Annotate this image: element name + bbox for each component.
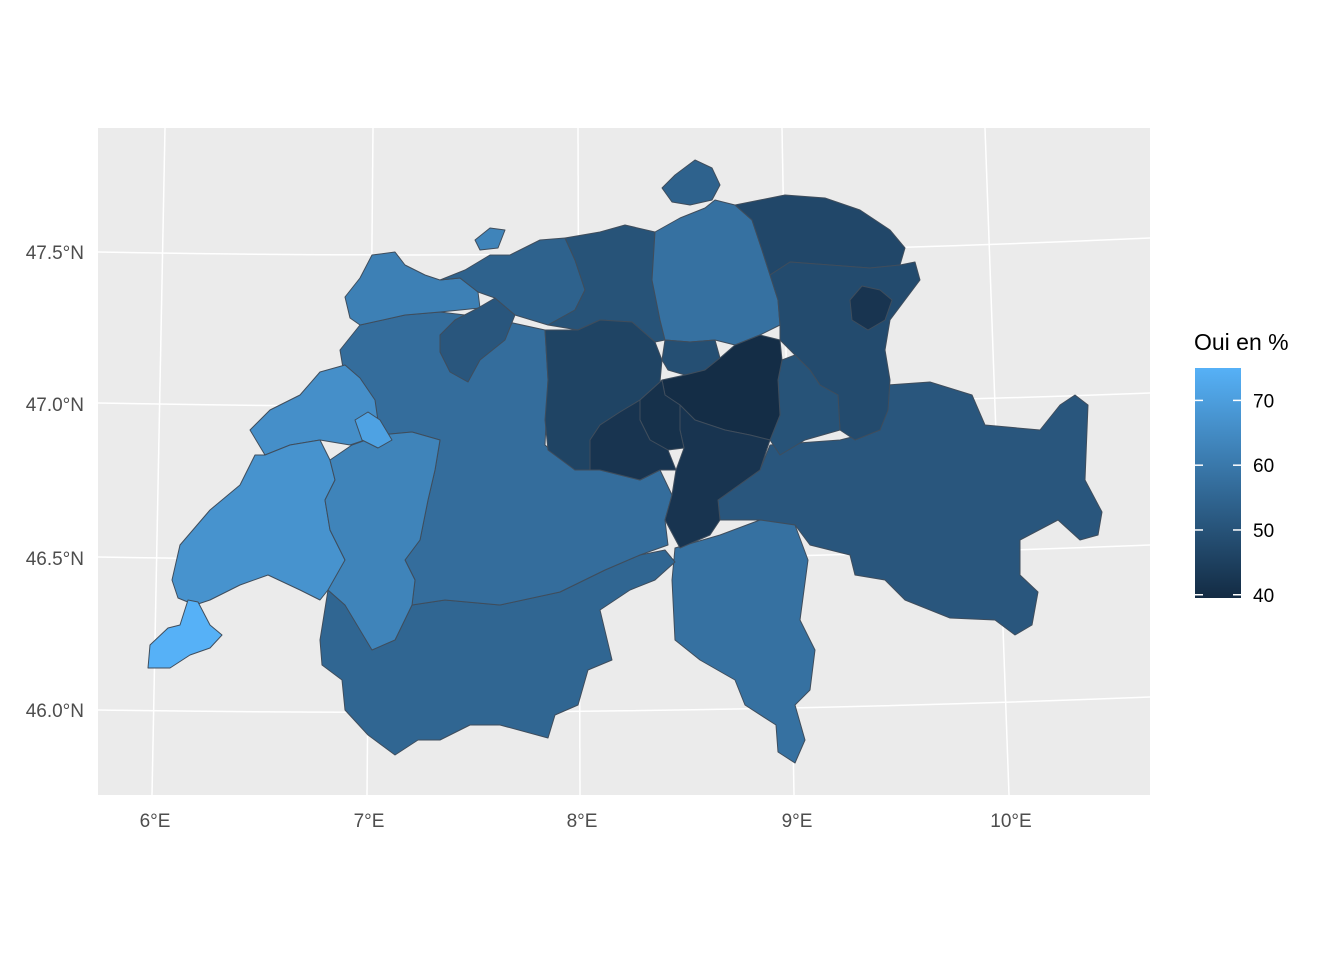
x-tick-label-7e: 7°E [354, 811, 385, 832]
legend-label: 60 [1253, 456, 1274, 477]
region-appenzell[interactable] [849, 285, 893, 331]
region-ticino[interactable] [671, 519, 816, 764]
region-solothurn[interactable] [439, 297, 516, 383]
x-tick-label-6e: 6°E [140, 811, 171, 832]
legend-label: 50 [1253, 521, 1274, 542]
y-tick-label-46-0: 46.0°N [26, 701, 84, 722]
legend-label: 70 [1253, 391, 1274, 412]
grid-line-46n [97, 696, 1151, 713]
canton-regions [147, 159, 1103, 764]
y-tick-label-46-5: 46.5°N [26, 549, 84, 570]
x-tick-label-8e: 8°E [567, 811, 598, 832]
x-tick-label-9e: 9°E [782, 811, 813, 832]
region-fribourg-lake-enclave[interactable] [354, 411, 393, 449]
region-geneve[interactable] [147, 599, 223, 669]
region-obwalden[interactable] [589, 399, 677, 481]
y-axis: 47.5°N 47.0°N 46.5°N 46.0°N [26, 243, 84, 722]
y-tick-label-47-5: 47.5°N [26, 243, 84, 264]
x-tick-label-10e: 10°E [990, 811, 1031, 832]
y-tick-label-47-0: 47.0°N [26, 395, 84, 416]
legend-label: 40 [1253, 586, 1274, 607]
region-graubunden[interactable] [717, 381, 1103, 636]
legend-ticks: 40 50 60 70 [1195, 391, 1274, 607]
legend-title: Oui en % [1194, 329, 1289, 355]
legend: Oui en % 40 50 60 70 [1194, 329, 1289, 607]
region-fribourg[interactable] [324, 431, 441, 651]
x-axis: 6°E 7°E 8°E 9°E 10°E [140, 811, 1032, 832]
region-schaffhausen[interactable] [661, 159, 721, 206]
grid-line-6e [151, 127, 166, 796]
region-basel-stadt[interactable] [474, 227, 506, 251]
region-uri[interactable] [664, 404, 771, 549]
legend-colorbar [1195, 368, 1241, 598]
